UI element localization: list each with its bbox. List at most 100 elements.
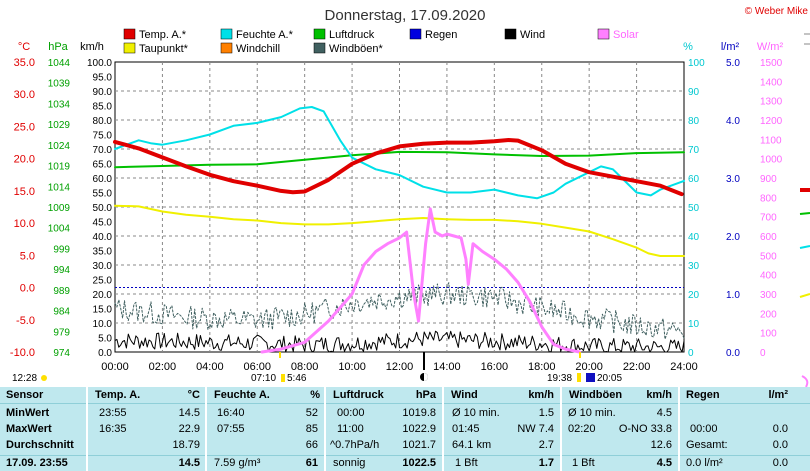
- tick-label-temp_c: 25.0: [14, 121, 35, 133]
- legend-swatch: [409, 28, 422, 40]
- pressure-trend: ^0.7hPa/h: [330, 439, 380, 451]
- legend-swatch: [123, 28, 136, 40]
- header-pressure: Luftdruck: [333, 389, 384, 401]
- wind-beaufort: 1 Bft: [455, 457, 478, 469]
- tick-label-rain_lm2: 4.0: [726, 116, 740, 127]
- tick-label-solar_wm2: 100: [760, 329, 777, 340]
- tick-label-wind_kmh: 85.0: [93, 102, 113, 113]
- x-tick-label: 10:00: [338, 361, 366, 373]
- pressure-min-value: 1019.8: [402, 407, 436, 419]
- tick-label-solar_wm2: 1200: [760, 116, 783, 127]
- marker-pressure: [799, 212, 810, 215]
- moonrise-marker: [577, 373, 581, 382]
- header-wind: Wind: [451, 389, 478, 401]
- table-row-avg: Durchschnitt 18.79 66 ^0.7hPa/h 1021.7 6…: [0, 437, 810, 453]
- axis-title-temp_c: °C: [18, 41, 30, 53]
- x-tick-label: 04:00: [196, 361, 224, 373]
- moon-phase: [424, 373, 428, 381]
- x-tick-label: 22:00: [623, 361, 651, 373]
- axis-title-humidity_pct: %: [683, 41, 693, 53]
- legend-label: Luftdruck: [329, 29, 375, 41]
- wind-current-value: 1.7: [538, 457, 554, 469]
- tick-label-wind_kmh: 35.0: [93, 247, 113, 258]
- wind-min-label: Ø 10 min.: [452, 407, 500, 419]
- gusts-beaufort: 1 Bft: [572, 457, 595, 469]
- tick-label-humidity_pct: 100: [688, 58, 705, 69]
- sunrise-time: 12:28: [12, 373, 37, 384]
- tick-label-solar_wm2: 1100: [760, 135, 782, 146]
- tick-label-solar_wm2: 800: [760, 193, 777, 204]
- header-rain-unit: l/m²: [768, 389, 788, 401]
- tick-label-temp_c: 20.0: [14, 154, 35, 166]
- axis-units: °C hPa km/h% l/m² W/m²: [18, 41, 784, 53]
- tick-label-wind_kmh: 60.0: [93, 174, 113, 185]
- x-axis: 00:00 02:00 04:00 06:00 08:00 10:00 12:00 14:00…: [101, 361, 698, 373]
- copyright-text[interactable]: © Weber Mike: [745, 6, 809, 17]
- tick-label-humidity_pct: 70: [688, 145, 700, 156]
- tick-label-rain_lm2: 3.0: [726, 174, 740, 185]
- tick-label-temp_c: 15.0: [14, 186, 35, 198]
- tick-label-humidity_pct: 10: [688, 319, 700, 330]
- rain-total-value: 0.0: [772, 439, 788, 451]
- tick-label-wind_kmh: 80.0: [93, 116, 113, 127]
- tick-label-pressure_hpa: 1029: [48, 120, 71, 131]
- legend-label: Solar: [613, 29, 639, 41]
- legend-label: Windböen*: [329, 43, 384, 55]
- tick-label-rain_lm2: 0.0: [726, 348, 740, 359]
- chart-legend: Temp. A.* Feuchte A.* Luftdruck Regen Wind So…: [123, 28, 639, 55]
- legend-swatch: [220, 42, 233, 54]
- axis-title-pressure_hpa: hPa: [48, 41, 68, 53]
- tick-label-pressure_hpa: 1004: [48, 224, 71, 235]
- marker-dewpoint: [799, 293, 810, 298]
- legend-swatch: [123, 42, 136, 54]
- x-tick-label: 12:00: [386, 361, 414, 373]
- tick-label-temp_c: 0.0: [20, 283, 35, 295]
- table-row-current: 17.09. 23:55 14.5 7.59 g/m³ 61 sonnig 10…: [0, 455, 810, 471]
- legend-swatch: [313, 28, 326, 40]
- header-humidity: Feuchte A.: [214, 389, 270, 401]
- pressure-max-value: 1022.9: [402, 423, 436, 435]
- series-line-windben: [114, 282, 685, 340]
- wind-distance: 64.1 km: [452, 439, 492, 451]
- marker-humidity: [799, 245, 810, 249]
- sun-moon-bar: 12:28 07:10 5:46 19:38 20:05: [12, 352, 622, 384]
- row-label: MaxWert: [6, 423, 52, 435]
- x-tick-label: 08:00: [291, 361, 319, 373]
- temp-avg-value: 18.79: [172, 439, 200, 451]
- row-label: 17.09. 23:55: [6, 457, 68, 469]
- tick-label-pressure_hpa: 989: [53, 286, 70, 297]
- temp-min-time: 23:55: [99, 407, 127, 419]
- x-tick-label: 02:00: [149, 361, 177, 373]
- header-gusts-unit: km/h: [646, 389, 672, 401]
- tick-label-wind_kmh: 90.0: [93, 87, 113, 98]
- tick-label-wind_kmh: 100.0: [87, 58, 112, 69]
- axis-ticks: 35.0 30.0 25.0 20.0 15.0 10.0 5.0 0.0 -5.0 -10.0 1…: [10, 57, 783, 359]
- tick-label-wind_kmh: 30.0: [93, 261, 113, 272]
- table-row-min: MinWert 23:55 14.5 16:40 52 00:00 1019.8…: [0, 405, 810, 421]
- gusts-max-time: 02:20: [568, 423, 596, 435]
- wind-avg-value: 2.7: [538, 439, 554, 451]
- sun-icon: [41, 375, 47, 381]
- moonset-time: 20:05: [597, 373, 622, 384]
- tick-label-humidity_pct: 50: [688, 203, 700, 214]
- x-tick-label: 20:00: [575, 361, 603, 373]
- tick-label-pressure_hpa: 1039: [48, 79, 71, 90]
- x-tick-label: 06:00: [243, 361, 271, 373]
- humidity-avg-value: 66: [305, 439, 318, 451]
- tick-label-solar_wm2: 700: [760, 213, 777, 224]
- legend-swatch: [220, 28, 233, 40]
- sunset-time: 07:10: [251, 373, 276, 384]
- humidity-min-time: 16:40: [217, 407, 245, 419]
- tick-label-pressure_hpa: 974: [53, 348, 70, 359]
- legend-label: Feuchte A.*: [236, 29, 294, 41]
- humidity-max-time: 07:55: [217, 423, 245, 435]
- tick-label-pressure_hpa: 1044: [48, 58, 71, 69]
- series-line-tempa: [113, 138, 684, 197]
- series-line-wind: [114, 330, 685, 353]
- tick-label-solar_wm2: 200: [760, 309, 777, 320]
- series-line-solar: [260, 207, 582, 354]
- tick-label-solar_wm2: 300: [760, 290, 777, 301]
- wind-max-value: NW 7.4: [517, 423, 554, 435]
- moonrise-time: 19:38: [547, 373, 572, 384]
- header-temp-unit: °C: [187, 389, 200, 401]
